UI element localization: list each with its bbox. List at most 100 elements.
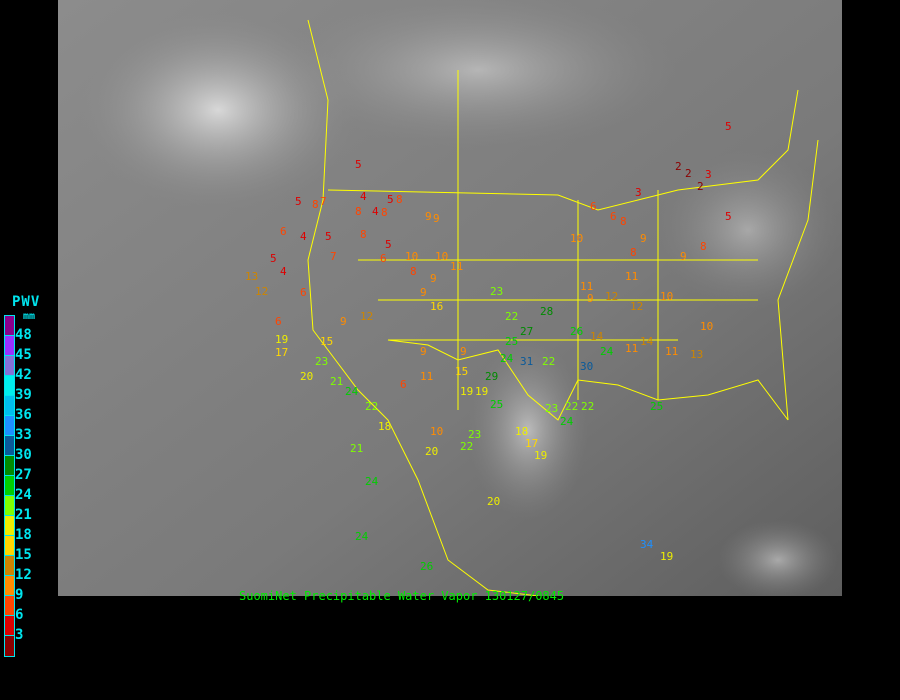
station-value: 25 (490, 398, 503, 411)
station-value: 18 (378, 420, 391, 433)
legend-swatch (5, 456, 14, 476)
legend-label: 42 (15, 367, 32, 383)
station-value: 28 (540, 305, 553, 318)
station-value: 11 (580, 280, 593, 293)
station-value: 5 (295, 195, 302, 208)
map-caption: SuomiNet Precipitable Water Vapor 130127… (239, 589, 565, 603)
station-value: 25 (505, 335, 518, 348)
legend-title: PWV (12, 294, 41, 310)
station-value: 19 (660, 550, 673, 563)
legend-label: 45 (15, 347, 32, 363)
station-value: 19 (460, 385, 473, 398)
station-value: 30 (580, 360, 593, 373)
station-value: 17 (525, 437, 538, 450)
station-value: 5 (270, 252, 277, 265)
station-value: 5 (387, 193, 394, 206)
legend-label: 39 (15, 387, 32, 403)
station-value: 9 (340, 315, 347, 328)
legend-swatch (5, 416, 14, 436)
legend-label: 21 (15, 507, 32, 523)
legend-swatch (5, 536, 14, 556)
station-value: 25 (650, 400, 663, 413)
station-value: 6 (275, 315, 282, 328)
cloud-mass (718, 520, 838, 596)
legend-swatch (5, 616, 14, 636)
station-value: 20 (300, 370, 313, 383)
station-value: 6 (280, 225, 287, 238)
boundaries (307, 19, 819, 596)
station-value: 21 (350, 442, 363, 455)
station-value: 12 (630, 300, 643, 313)
station-value: 6 (300, 286, 307, 299)
station-value: 23 (490, 285, 503, 298)
station-value: 22 (460, 440, 473, 453)
station-value: 20 (425, 445, 438, 458)
gulf-border (387, 339, 789, 421)
station-value: 8 (410, 265, 417, 278)
legend-swatch (5, 496, 14, 516)
cloud-mass (658, 150, 838, 310)
station-value: 22 (565, 400, 578, 413)
station-value: 9 (460, 345, 467, 358)
station-value: 2 (685, 167, 692, 180)
station-value: 11 (665, 345, 678, 358)
station-value: 17 (275, 346, 288, 359)
legend-swatch (5, 596, 14, 616)
station-value: 2 (675, 160, 682, 173)
legend-label: 33 (15, 427, 32, 443)
west-coastline (307, 19, 539, 596)
station-value: 21 (330, 375, 343, 388)
station-value: 24 (355, 530, 369, 543)
station-value: 19 (275, 333, 288, 346)
station-value: 19 (475, 385, 488, 398)
station-value: 5 (385, 238, 392, 251)
legend-swatch (5, 316, 14, 336)
station-value: 24 (500, 352, 514, 365)
station-value: 5 (725, 120, 732, 133)
station-value: 4 (280, 265, 287, 278)
station-value: 6 (610, 210, 617, 223)
station-value: 11 (625, 270, 638, 283)
state-lines (358, 70, 758, 410)
cloud-mass (278, 0, 678, 150)
station-value: 11 (625, 342, 638, 355)
station-value: 13 (690, 348, 703, 361)
station-value: 26 (420, 560, 433, 573)
legend-label: 48 (15, 327, 32, 343)
station-value: 6 (380, 252, 387, 265)
station-value: 8 (396, 193, 403, 206)
legend-swatch (5, 396, 14, 416)
legend-label: 30 (15, 447, 32, 463)
station-value: 23 (468, 428, 481, 441)
station-value: 27 (520, 325, 533, 338)
station-value: 18 (515, 425, 528, 438)
legend-swatch (5, 636, 14, 656)
station-value: 8 (360, 228, 367, 241)
station-value: 10 (570, 232, 583, 245)
station-value: 19 (534, 449, 547, 462)
station-value: 3 (705, 168, 712, 181)
station-value: 22 (505, 310, 518, 323)
legend-swatch (5, 436, 14, 456)
station-value: 16 (430, 300, 443, 313)
station-value: 10 (405, 250, 418, 263)
east-coastline (777, 139, 819, 421)
station-value: 15 (455, 365, 468, 378)
station-value: 24 (365, 475, 379, 488)
legend-label: 27 (15, 467, 32, 483)
station-value: 9 (430, 272, 437, 285)
station-value: 4 (300, 230, 307, 243)
legend-unit: mm (23, 311, 36, 322)
station-value: 24 (560, 415, 574, 428)
legend-swatch (5, 336, 14, 356)
station-value: 23 (545, 402, 558, 415)
station-value: 7 (320, 195, 327, 208)
station-value: 23 (315, 355, 328, 368)
station-value: 12 (255, 285, 268, 298)
legend-label: 15 (15, 547, 32, 563)
station-value: 4 (372, 205, 379, 218)
station-value: 8 (312, 198, 319, 211)
station-value: 22 (365, 400, 378, 413)
station-value: 9 (420, 345, 427, 358)
